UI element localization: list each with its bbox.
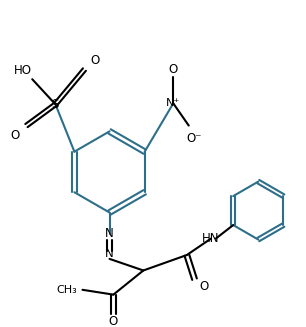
Text: O: O xyxy=(169,63,178,76)
Text: O: O xyxy=(90,54,100,67)
Text: O: O xyxy=(10,129,20,142)
Text: O: O xyxy=(109,315,118,327)
Text: CH₃: CH₃ xyxy=(57,285,77,295)
Text: O⁻: O⁻ xyxy=(187,132,202,145)
Text: S: S xyxy=(52,98,59,111)
Text: HN: HN xyxy=(202,232,220,245)
Text: HO: HO xyxy=(13,64,32,77)
Text: N: N xyxy=(105,247,114,260)
Text: N⁺: N⁺ xyxy=(166,98,181,108)
Text: O: O xyxy=(200,280,209,293)
Text: N: N xyxy=(105,227,114,240)
